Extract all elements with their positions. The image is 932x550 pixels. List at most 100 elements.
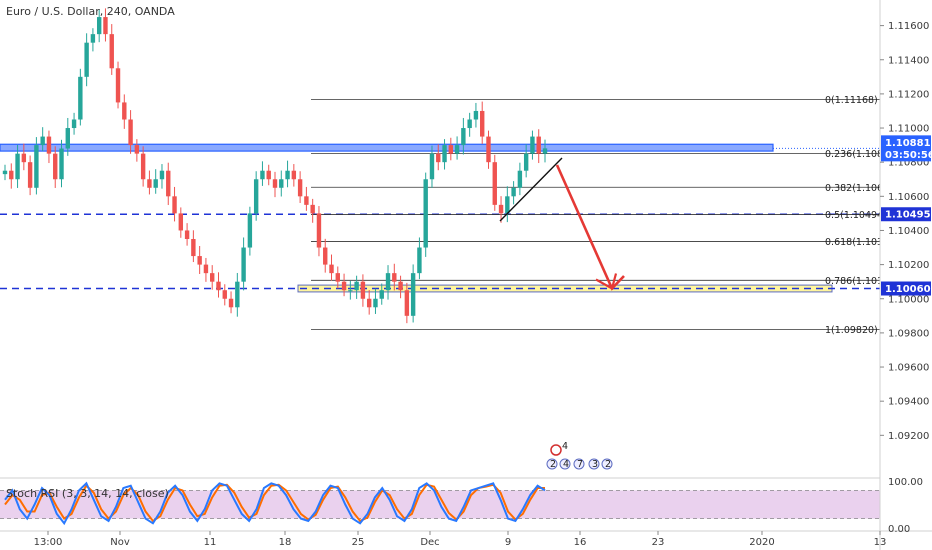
candle-body: [203, 264, 209, 274]
trend-line: [499, 157, 563, 222]
candle-body: [253, 179, 259, 214]
candle-body: [260, 170, 265, 180]
candle-body: [96, 17, 102, 35]
time-tick-label: 16: [574, 537, 587, 548]
event-marker-label: 3: [592, 459, 598, 470]
candle-body: [304, 196, 309, 205]
candle-body: [366, 298, 372, 308]
candle-body: [392, 273, 397, 282]
fib-label: 0.5(1.10494): [825, 210, 887, 221]
candle-body: [53, 153, 58, 180]
candle-body: [84, 42, 89, 77]
candle-body: [467, 119, 472, 129]
candle-body: [454, 145, 460, 154]
candle-body: [210, 273, 215, 282]
event-marker: [588, 458, 600, 470]
candle-body: [153, 179, 158, 188]
time-tick-label: Dec: [420, 537, 439, 548]
price-tag: [881, 147, 931, 162]
candle-body: [197, 256, 202, 265]
candle-body: [448, 145, 454, 154]
candle-body: [9, 170, 14, 180]
candles: [2, 8, 548, 324]
candle-body: [134, 145, 140, 154]
price-tick-label: 1.09400: [888, 397, 929, 408]
price-tick-label: 1.10000: [888, 294, 929, 305]
candle-body: [279, 179, 284, 188]
candle-body: [46, 136, 52, 154]
projection-arrowhead: [595, 273, 618, 291]
candle-body: [480, 110, 485, 137]
candle-body: [429, 153, 435, 180]
candle-body: [360, 281, 366, 299]
candle-body: [341, 281, 347, 291]
time-tick-label: 23: [652, 537, 665, 548]
event-marker: [601, 458, 613, 470]
time-tick-label: 18: [279, 537, 292, 548]
time-tick-label: Nov: [110, 537, 130, 548]
price-tick-label: 1.10600: [888, 192, 929, 203]
fib-label: 0.382(1.10653): [825, 183, 899, 194]
stoch-tick-label: 100.00: [888, 477, 923, 488]
candle-body: [178, 213, 184, 231]
candle-body: [241, 247, 246, 282]
candle-body: [122, 102, 127, 120]
candle-body: [410, 273, 416, 316]
event-marker: [546, 458, 558, 470]
candle-body: [90, 34, 96, 43]
price-tick-label: 1.09200: [888, 431, 929, 442]
fib-label: 0.786(1.10108): [825, 276, 899, 287]
candle-body: [172, 196, 177, 214]
fibonacci-levels: 0(1.11168) 0.236(1.10850) 0.382(1.10653) 0.…: [311, 95, 899, 336]
price-tag-label: 1.10060: [885, 284, 931, 295]
fib-label: 1(1.09820): [825, 325, 878, 336]
price-tag-label: 1.10881: [885, 138, 931, 149]
chart-title: Euro / U.S. Dollar, 240, OANDA: [6, 5, 175, 18]
price-tick-label: 1.11600: [888, 21, 929, 32]
candle-body: [166, 170, 171, 197]
price-tag: [881, 135, 931, 150]
price-tick-label: 1.11200: [888, 89, 929, 100]
candle-body: [15, 153, 20, 180]
candle-body: [417, 247, 422, 274]
candle-body: [492, 162, 497, 205]
candle-body: [128, 119, 133, 146]
candle-body: [385, 273, 391, 291]
price-tag-label: 03:50:56: [885, 150, 932, 161]
event-marker-label: 2: [550, 459, 556, 470]
candle-body: [216, 281, 221, 291]
candle-body: [27, 162, 33, 188]
candle-body: [59, 148, 64, 180]
candle-body: [398, 281, 403, 291]
candle-body: [109, 34, 114, 69]
candle-body: [348, 290, 353, 292]
price-tick-label: 1.10400: [888, 226, 929, 237]
event-marker: [573, 458, 585, 470]
price-tick-label: 1.11000: [888, 124, 929, 135]
candle-body: [329, 264, 334, 274]
candle-body: [140, 153, 146, 180]
candle-body: [542, 148, 548, 154]
stoch-k-line: [4, 481, 546, 526]
candle-body: [228, 298, 234, 308]
price-tag: [881, 207, 931, 222]
event-marker-label: 4: [562, 441, 568, 452]
candle-body: [297, 179, 303, 197]
candle-body: [184, 230, 190, 239]
candle-body: [247, 213, 253, 248]
candle-body: [40, 136, 45, 146]
candle-body: [511, 187, 516, 197]
candle-body: [517, 170, 523, 188]
candle-body: [115, 68, 121, 103]
candle-body: [323, 247, 328, 265]
candle-body: [436, 153, 441, 163]
candle-body: [34, 145, 39, 188]
candle-body: [536, 136, 541, 154]
price-tick-label: 1.10800: [888, 158, 929, 169]
candle-body: [505, 196, 510, 214]
candle-body: [21, 153, 27, 163]
candle-body: [310, 204, 315, 214]
drawings: 42 4 7 3 2: [499, 157, 625, 470]
